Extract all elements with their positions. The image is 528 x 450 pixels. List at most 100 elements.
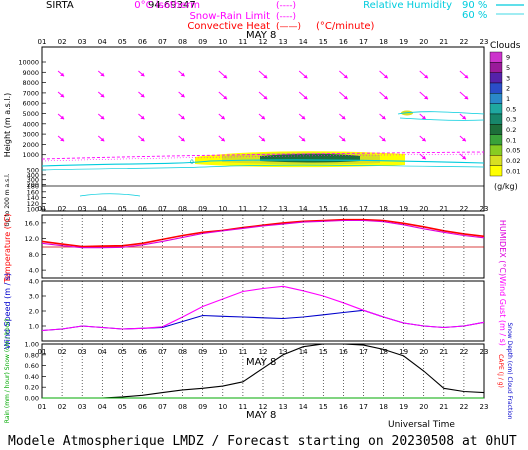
ytick-label: 0.20 xyxy=(25,384,39,392)
cloud-ytick-label: 100 xyxy=(27,206,39,214)
cloud-ylabel: Height (m a.s.l.) xyxy=(3,93,12,158)
cloud-ytick-label: 5000 xyxy=(22,110,39,118)
humidity-contour-upper-b xyxy=(399,117,485,121)
legend-isotherm: 0°C isotherm (----) xyxy=(134,0,296,11)
cloud-ytick-label: 8000 xyxy=(22,79,39,87)
hour-label: 19 xyxy=(399,403,408,411)
legend-isotherm-label: 0°C isotherm xyxy=(134,0,200,11)
hour-label: 05 xyxy=(118,348,127,356)
cloud-colorbar: Clouds 9 5 3 2 1 0.5 0.3 0.2 0.1 0.05 0.02 0.01 (g/… xyxy=(489,41,521,191)
hour-label: 09 xyxy=(198,38,207,46)
date-label-bottom: MAY 8 xyxy=(246,410,276,421)
hour-label: 03 xyxy=(78,38,87,46)
wind-arrow-head xyxy=(421,115,426,120)
cape-ylabel: CAPE (J / g) xyxy=(497,354,504,388)
wind-arrow-head xyxy=(303,95,308,100)
wind-arrow-head xyxy=(341,137,346,142)
time-axis-title: Universal Time xyxy=(388,420,455,430)
wind-arrow-head xyxy=(423,74,428,79)
header: SIRTA 94.69347 0°C isotherm (----) Snow-… xyxy=(46,0,524,32)
wind-arrow-head xyxy=(383,95,388,100)
wind-arrow-head xyxy=(223,95,228,100)
wind-arrow-head xyxy=(180,115,185,120)
legend-snow-rain-sample: (----) xyxy=(276,12,296,22)
wind-panel: Wind Speed (m / s) Wind Gust (m / s) 4.0… xyxy=(3,273,507,349)
colorbar-cell xyxy=(489,62,503,73)
date-label-top: MAY 8 xyxy=(246,30,276,41)
colorbar-label: 0.02 xyxy=(506,157,520,165)
series-humidex xyxy=(41,219,485,249)
wind-arrow-head xyxy=(263,95,268,100)
wind-arrow-head xyxy=(261,115,265,120)
hour-label: 16 xyxy=(339,403,348,411)
hour-label: 12 xyxy=(259,38,268,46)
hour-label: 03 xyxy=(78,348,87,356)
hour-label: 19 xyxy=(399,38,408,46)
hour-label: 08 xyxy=(178,38,187,46)
wind-arrow-head xyxy=(343,74,348,79)
hour-label: 18 xyxy=(379,348,388,356)
hour-label: 21 xyxy=(439,205,448,213)
hour-label: 11 xyxy=(238,348,247,356)
wind-yaxis: 4.0 3.0 2.0 1.0 xyxy=(29,278,46,331)
hour-label: 07 xyxy=(158,403,167,411)
hour-axis-labels: 01 02 03 04 05 06 07 08 09 10 11 12 13 14 15 16 17 18 19 20… xyxy=(38,38,489,411)
cloud-ytick-label: 160 xyxy=(27,188,39,196)
wind-arrow-head xyxy=(461,137,466,142)
wind-arrow-head xyxy=(263,74,268,79)
hour-label: 23 xyxy=(480,403,489,411)
wind-arrow-head xyxy=(301,137,306,142)
colorbar-title: Clouds xyxy=(490,41,521,51)
ytick-label: 0.60 xyxy=(25,362,39,370)
hour-label: 02 xyxy=(58,348,67,356)
hour-label: 15 xyxy=(319,205,328,213)
wind-arrow-head xyxy=(140,115,145,120)
hour-label: 09 xyxy=(198,348,207,356)
series-gust xyxy=(41,285,485,332)
colorbar-cell xyxy=(489,113,503,125)
hour-label: 10 xyxy=(218,38,227,46)
isotherm-label: 0 xyxy=(190,159,194,166)
wind-arrow-head xyxy=(343,95,348,100)
wind-arrow-head xyxy=(421,155,426,160)
hour-label: 03 xyxy=(78,205,87,213)
hour-label: 06 xyxy=(138,348,147,356)
colorbar-label: 9 xyxy=(506,54,510,62)
temperature-series xyxy=(41,218,485,249)
hour-label: 10 xyxy=(218,403,227,411)
humidity-60-value: 60 % xyxy=(462,10,487,21)
wind-arrow-head xyxy=(140,93,145,98)
hour-label: 14 xyxy=(299,403,308,411)
colorbar-label: 1 xyxy=(506,95,510,103)
wind-arrow-head xyxy=(220,137,225,142)
colorbar-cell xyxy=(489,155,503,166)
wind-arrow-head xyxy=(140,72,145,77)
colorbar-cell xyxy=(489,144,503,156)
colorbar-cell xyxy=(489,51,503,63)
legend-convective-label: Convective Heat xyxy=(187,21,270,32)
temperature-yaxis: 16.0 12.0 8.0 4.0 xyxy=(25,219,46,275)
hour-label: 05 xyxy=(118,205,127,213)
hour-label: 01 xyxy=(38,403,47,411)
hour-label: 22 xyxy=(459,38,468,46)
colorbar-cell xyxy=(489,93,503,104)
wind-arrow-head xyxy=(223,74,228,79)
ytick-label: 3.0 xyxy=(29,293,39,301)
humidex-ylabel: HUMIDEX (°C) xyxy=(498,220,507,276)
ytick-label: 0.40 xyxy=(25,373,39,381)
legend-snow-rain-label: Snow-Rain Limit xyxy=(189,11,270,22)
temperature-ylabel: Temperature (°C) xyxy=(3,213,12,283)
hour-label: 01 xyxy=(38,38,47,46)
cloud-ytick-label: 300 xyxy=(27,176,39,184)
hour-label: 06 xyxy=(138,403,147,411)
forecast-footer: Modele Atmospherique LMDZ / Forecast sta… xyxy=(8,434,517,449)
wind-arrow-head xyxy=(100,137,105,142)
cloud-panel: MAY 8 1000090008000700060005000400030002… xyxy=(3,30,521,227)
colorbar-unit: (g/kg) xyxy=(494,182,518,191)
hour-label: 04 xyxy=(98,38,107,46)
humidity-contour-90 xyxy=(41,159,485,167)
hour-label: 23 xyxy=(480,348,489,356)
hour-label: 11 xyxy=(238,403,247,411)
wind-arrow-head xyxy=(220,115,225,120)
wind-arrow-head xyxy=(423,95,428,100)
